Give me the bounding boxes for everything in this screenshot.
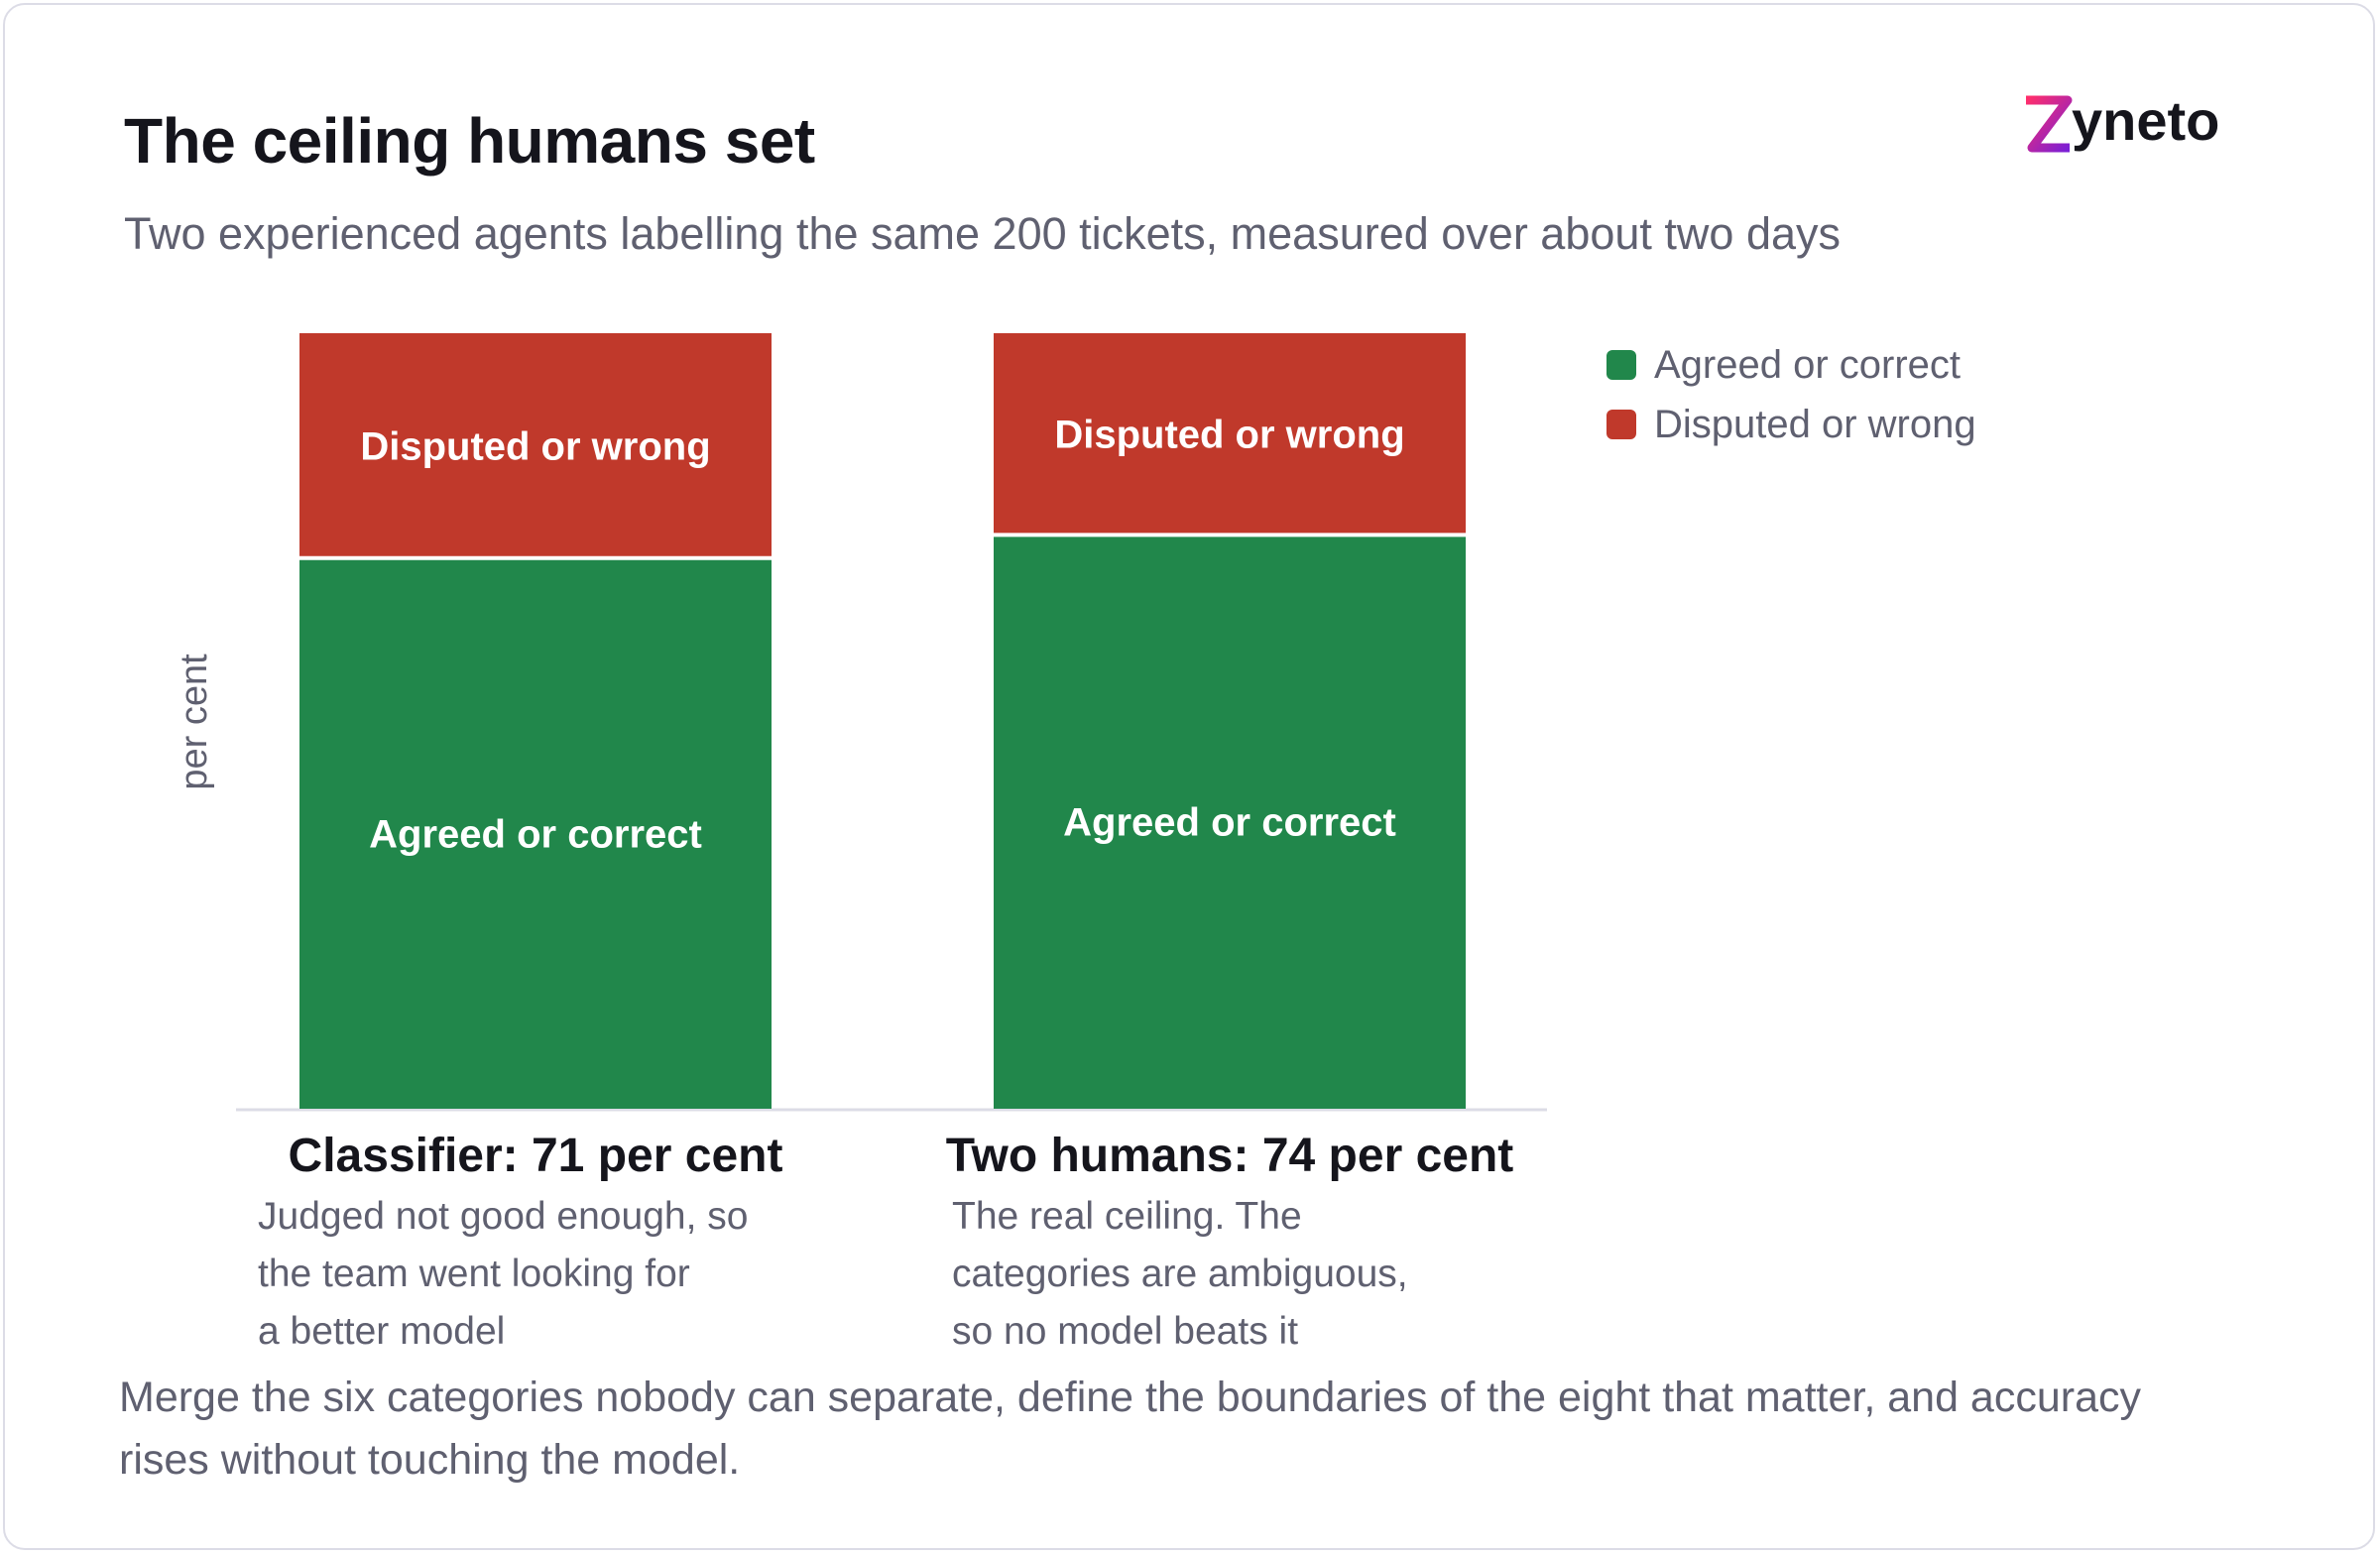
legend-swatch-agreed (1606, 350, 1636, 380)
x-category-label-humans: Two humans: 74 per cent (945, 1130, 1514, 1182)
note-humans: The real ceiling. The categories are amb… (952, 1195, 1408, 1353)
svg-text:yneto: yneto (2072, 89, 2219, 152)
legend-item-disputed: Disputed or wrong (1606, 395, 1976, 454)
bar-segment-disputed-1 (299, 333, 772, 558)
note-classifier: Judged not good enough, so the team went… (258, 1195, 749, 1353)
zyneto-logo: yneto (2026, 89, 2219, 153)
legend-label-agreed: Agreed or correct (1654, 342, 1962, 387)
chart-title: The ceiling humans set (124, 105, 815, 177)
footer-text: Merge the six categories nobody can sepa… (119, 1374, 2141, 1484)
legend-swatch-disputed (1606, 410, 1636, 439)
bar-segment-label-agreed: Agreed or correct (1063, 801, 1396, 845)
bar-segment-agreed-1 (299, 557, 772, 1109)
bar-segment-agreed-2 (994, 535, 1466, 1109)
x-category-label-classifier: Classifier: 71 per cent (288, 1130, 783, 1182)
chart-subtitle: Two experienced agents labelling the sam… (124, 208, 1842, 259)
legend-label-disputed: Disputed or wrong (1654, 402, 1976, 446)
bar-segment-disputed-2 (994, 333, 1466, 536)
y-axis-label: per cent (174, 654, 215, 790)
bar-segment-label-disputed: Disputed or wrong (360, 424, 710, 468)
bar-segment-label-disputed: Disputed or wrong (1054, 414, 1404, 457)
legend-item-agreed: Agreed or correct (1606, 335, 1976, 395)
legend: Agreed or correct Disputed or wrong (1606, 335, 1976, 454)
bar-segment-label-agreed: Agreed or correct (369, 812, 702, 856)
